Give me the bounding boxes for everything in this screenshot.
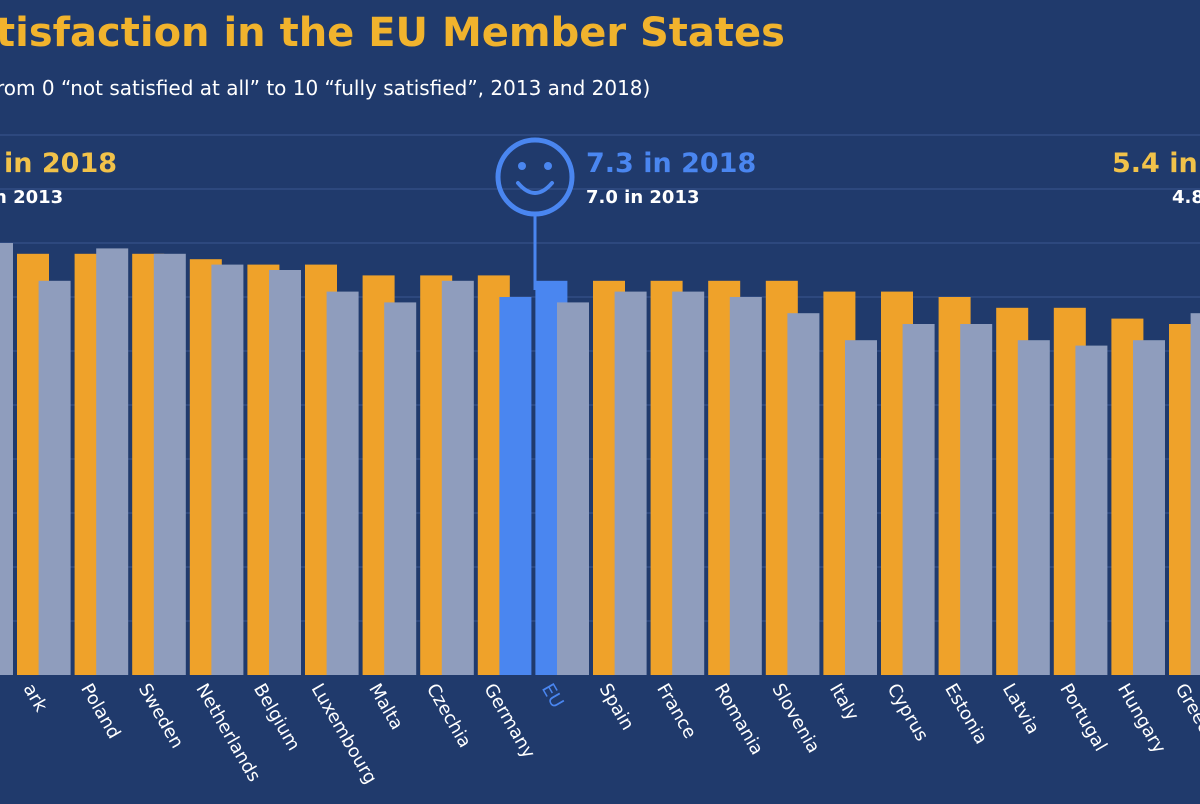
category-label: Portugal bbox=[1055, 680, 1110, 755]
callout-eu-main: 7.3 in 2018 bbox=[586, 148, 756, 179]
category-label: Poland bbox=[76, 680, 124, 743]
category-label: Cyprus bbox=[883, 680, 933, 745]
bar-2013-lithu bbox=[1190, 313, 1200, 675]
category-label: Hungary bbox=[1113, 680, 1170, 757]
bar-2013-slovenia bbox=[729, 297, 762, 675]
bar-2013-cyprus bbox=[845, 340, 877, 675]
bar-2013-eu bbox=[499, 297, 532, 675]
callout-left-sub: n 2013 bbox=[0, 187, 63, 208]
callout-right-sub: 4.8 bbox=[1172, 187, 1200, 208]
bar-2013-portugal bbox=[1017, 340, 1050, 675]
bar-2013-latvia bbox=[960, 324, 993, 675]
callout-left-main: in 2018 bbox=[4, 148, 117, 179]
category-label: ark bbox=[19, 680, 52, 716]
bars bbox=[0, 243, 1200, 676]
bar-2013-czechia bbox=[384, 302, 417, 675]
bar-2013-estonia bbox=[902, 324, 935, 675]
category-label: Italy bbox=[825, 680, 863, 725]
smiley-icon bbox=[495, 137, 575, 217]
bar-2013-romania bbox=[672, 291, 705, 675]
bar-2013-hungary bbox=[1075, 345, 1108, 675]
category-label: Spain bbox=[595, 680, 638, 734]
bar-2013-netherlands bbox=[153, 253, 186, 676]
bar-2013-germany bbox=[441, 280, 474, 675]
category-label: Belgium bbox=[249, 680, 304, 754]
bar-2013-poland bbox=[38, 280, 71, 675]
category-label: Estonia bbox=[940, 680, 991, 748]
category-label: EU bbox=[537, 680, 567, 712]
bar-2013-luxembourg bbox=[269, 270, 301, 675]
bar-2013-belgium bbox=[211, 264, 244, 675]
chart-title: tisfaction in the EU Member States bbox=[0, 10, 785, 56]
callout-right-main: 5.4 in bbox=[1112, 148, 1198, 179]
category-label: Sweden bbox=[134, 680, 188, 752]
bar-2013-sweden bbox=[96, 248, 129, 675]
chart-subtitle: rom 0 “not satisfied at all” to 10 “full… bbox=[0, 76, 650, 100]
bar-2013-greece bbox=[1133, 340, 1165, 675]
category-label: Romania bbox=[710, 680, 768, 759]
callout-eu-sub: 7.0 in 2013 bbox=[586, 187, 700, 208]
category-label: Malta bbox=[364, 680, 407, 734]
category-label: Germany bbox=[479, 680, 539, 762]
category-label: Greece bbox=[1171, 680, 1200, 746]
bar-2013-ark bbox=[0, 243, 13, 675]
category-label: Slovenia bbox=[767, 680, 823, 757]
bar-2013-spain bbox=[557, 302, 589, 675]
category-label: Latvia bbox=[998, 680, 1044, 738]
bar-2013-malta bbox=[326, 291, 359, 675]
category-label: Czechia bbox=[422, 680, 475, 752]
category-label: France bbox=[652, 680, 700, 742]
bar-2013-france bbox=[614, 291, 647, 675]
eu-callout: 7.3 in 2018 7.0 in 2013 bbox=[495, 137, 756, 290]
bar-2013-italy bbox=[787, 313, 820, 675]
